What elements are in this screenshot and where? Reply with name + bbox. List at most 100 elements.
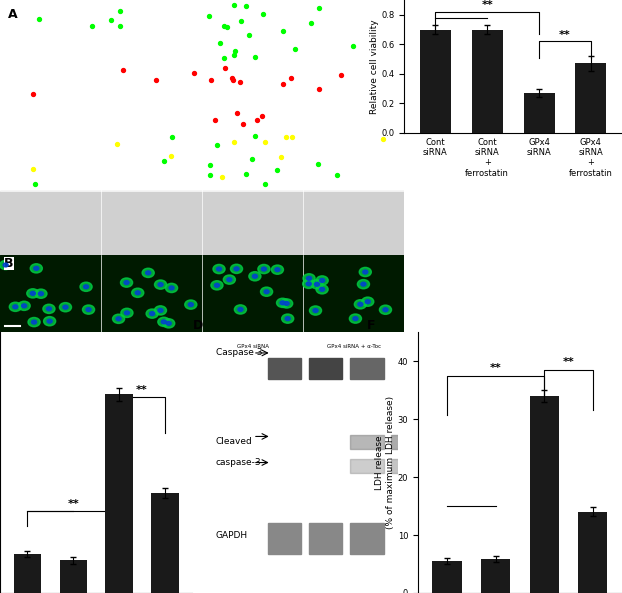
Point xyxy=(257,111,267,121)
Point xyxy=(159,156,169,165)
Point xyxy=(286,74,296,83)
Circle shape xyxy=(316,285,328,294)
Point xyxy=(277,79,287,88)
Circle shape xyxy=(83,305,95,314)
Point xyxy=(282,132,292,141)
Circle shape xyxy=(146,271,151,275)
Point xyxy=(287,132,297,142)
Circle shape xyxy=(360,267,371,276)
Circle shape xyxy=(80,282,92,291)
Bar xyxy=(304,255,404,332)
Bar xyxy=(202,191,304,255)
Point xyxy=(227,73,237,82)
Point xyxy=(228,75,238,85)
Circle shape xyxy=(383,308,388,312)
Point xyxy=(219,53,229,63)
Circle shape xyxy=(154,306,167,315)
Bar xyxy=(202,255,304,332)
Circle shape xyxy=(264,290,269,294)
Point xyxy=(29,165,39,174)
Bar xyxy=(575,63,606,133)
Point xyxy=(250,131,260,141)
Circle shape xyxy=(162,318,175,328)
Circle shape xyxy=(238,308,243,311)
Circle shape xyxy=(320,288,325,291)
Point xyxy=(205,170,215,180)
Point xyxy=(115,6,125,15)
Point xyxy=(210,115,220,125)
Point xyxy=(278,26,288,36)
Point xyxy=(234,78,244,87)
Point xyxy=(151,75,161,85)
Circle shape xyxy=(18,301,30,311)
Bar xyxy=(151,493,179,593)
Bar xyxy=(309,358,343,379)
Point xyxy=(232,108,242,117)
Circle shape xyxy=(284,301,289,305)
Circle shape xyxy=(211,280,223,290)
Circle shape xyxy=(306,282,311,286)
Point xyxy=(314,84,324,93)
Circle shape xyxy=(261,267,266,271)
Text: A: A xyxy=(8,8,17,21)
Circle shape xyxy=(315,282,320,286)
Circle shape xyxy=(169,286,174,290)
Circle shape xyxy=(216,267,221,271)
Circle shape xyxy=(86,308,91,311)
Text: GPx4 siRNA: GPx4 siRNA xyxy=(237,344,269,349)
Circle shape xyxy=(358,279,369,289)
Circle shape xyxy=(365,300,370,304)
Bar xyxy=(391,435,425,449)
Point xyxy=(29,90,39,99)
Text: Caspase 3: Caspase 3 xyxy=(216,349,262,358)
Circle shape xyxy=(150,312,155,315)
Point xyxy=(260,179,270,189)
Text: ContsiRNA: ContsiRNA xyxy=(36,344,65,349)
Circle shape xyxy=(185,300,197,309)
Bar xyxy=(268,522,302,554)
Circle shape xyxy=(121,278,132,287)
Circle shape xyxy=(158,317,170,327)
Circle shape xyxy=(142,268,154,278)
Circle shape xyxy=(261,287,272,296)
Circle shape xyxy=(230,264,243,273)
Circle shape xyxy=(280,301,285,305)
Y-axis label: Relative cell viability: Relative cell viability xyxy=(369,19,379,114)
Bar xyxy=(101,255,202,332)
Circle shape xyxy=(275,267,280,272)
Point xyxy=(241,1,251,11)
Circle shape xyxy=(132,288,144,298)
Text: **: ** xyxy=(490,363,501,373)
Circle shape xyxy=(43,304,55,314)
Bar xyxy=(350,458,384,473)
Circle shape xyxy=(285,317,290,321)
Text: Cleaved: Cleaved xyxy=(216,437,253,446)
Circle shape xyxy=(59,302,72,312)
Circle shape xyxy=(3,263,8,267)
Circle shape xyxy=(116,317,121,321)
Point xyxy=(258,9,268,19)
Bar xyxy=(350,522,384,554)
Bar xyxy=(471,30,503,133)
Point xyxy=(307,18,317,27)
Circle shape xyxy=(28,317,40,327)
Circle shape xyxy=(249,272,261,281)
Point xyxy=(221,22,231,31)
Circle shape xyxy=(9,302,21,311)
Point xyxy=(229,1,239,10)
Bar xyxy=(578,512,608,593)
Circle shape xyxy=(124,311,129,315)
Circle shape xyxy=(258,264,270,274)
Circle shape xyxy=(44,317,56,326)
Point xyxy=(220,63,230,72)
Point xyxy=(247,154,257,164)
Circle shape xyxy=(135,291,140,295)
Circle shape xyxy=(32,320,37,324)
Circle shape xyxy=(379,305,391,314)
Text: B: B xyxy=(4,257,14,270)
Point xyxy=(118,66,128,75)
Circle shape xyxy=(34,266,39,270)
Circle shape xyxy=(39,292,44,296)
Circle shape xyxy=(30,291,35,295)
Point xyxy=(348,41,358,50)
